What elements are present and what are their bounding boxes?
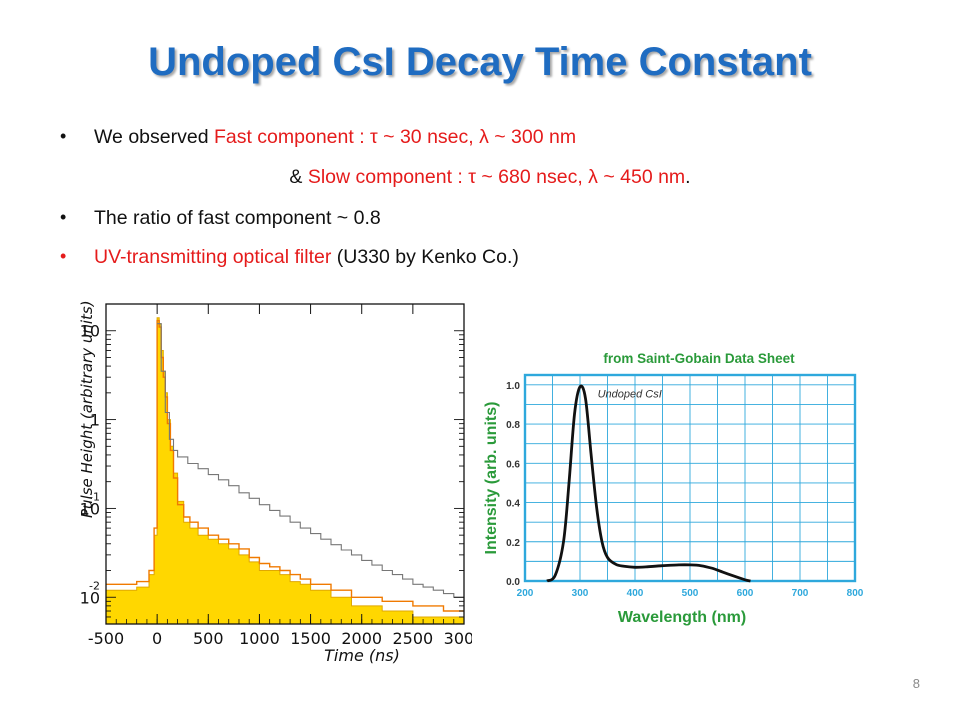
plot-frame [523,373,857,583]
bullet-dot-icon: • [60,246,67,266]
x-tick-label: 3000 [444,629,472,648]
y-tick-exponent: -2 [89,579,100,592]
y-tick-exponent: -1 [89,490,100,503]
bullet-dot-icon: • [60,207,67,227]
x-tick-label: 500 [193,629,224,648]
y-axis-label: Pulse Height (arbitrary units) [78,300,96,518]
histogram-series-3 [157,323,465,602]
y-tick-label: 1 [90,411,100,430]
spectrum-line [546,384,751,583]
x-tick-label: 2000 [341,629,382,648]
y-tick-label: 0.8 [506,420,520,431]
y-tick-label: 10 [80,588,100,607]
slide-title: Undoped CsI Decay Time Constant [148,40,812,84]
x-tick-label: 2500 [392,629,433,648]
x-tick-label: 200 [517,588,534,599]
x-tick-label: 0 [152,629,162,648]
decay-time-histogram: -50005001000150020002500300010-210-1110 … [78,300,472,665]
y-tick-label: 0.4 [506,499,520,510]
x-tick-label: 300 [572,588,589,599]
chart-title: from Saint-Gobain Data Sheet [603,351,795,366]
y-tick-label: 10 [80,499,100,518]
bullet-text: (U330 by Kenko Co.) [331,246,519,268]
bullet-highlight: UV-transmitting optical filter [94,246,332,268]
x-axis-label: Time (ns) [324,646,400,665]
bullet-highlight: Fast component : τ ~ 30 nsec, λ ~ 300 nm [213,126,577,148]
curve-annotation: Undoped CsI [598,389,662,401]
emission-spectrum-chart: from Saint-Gobain Data Sheet 200 300 400 50… [483,351,864,626]
bullet-continuation: & Slow component : τ ~ 680 nsec, λ ~ 450… [60,166,920,189]
plot-frame [105,303,465,625]
x-tick-label: 1500 [290,629,331,648]
bullet-text: & [289,166,308,188]
x-tick-label: 800 [847,588,864,599]
y-axis-label: Intensity (arb. units) [483,402,500,555]
y-tick-label: 0.2 [506,538,520,549]
bullet-highlight: Slow component : τ ~ 680 nsec, λ ~ 450 n… [307,166,686,188]
page-number: 8 [912,676,920,691]
y-tick-label: 0.0 [506,577,520,588]
x-tick-label: -500 [88,629,124,648]
x-tick-label: 500 [682,588,699,599]
x-tick-label: 400 [627,588,644,599]
x-tick-label: 700 [792,588,809,599]
histogram-series-2 [106,319,464,612]
y-tick-label: 1.0 [506,381,520,392]
y-tick-label: 0.6 [506,459,520,470]
x-axis-label: Wavelength (nm) [618,609,746,626]
x-tick-label: 600 [737,588,754,599]
bullet-text: We observed [94,126,214,148]
x-tick-label: 1000 [239,629,280,648]
bullet-text: . [685,166,691,188]
bullet-dot-icon: • [60,126,67,146]
bullet-text: The ratio of fast component ~ 0.8 [94,207,381,229]
y-tick-label: 10 [80,322,100,341]
